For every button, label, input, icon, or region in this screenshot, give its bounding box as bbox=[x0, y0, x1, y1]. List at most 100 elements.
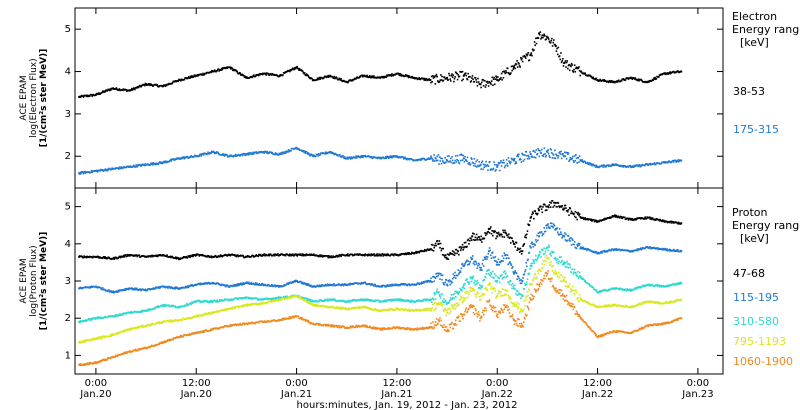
data-point bbox=[537, 207, 540, 210]
data-point bbox=[165, 161, 168, 164]
data-point bbox=[103, 316, 106, 319]
data-point bbox=[210, 299, 213, 302]
data-point bbox=[252, 255, 255, 257]
data-point bbox=[520, 250, 522, 252]
data-point bbox=[305, 150, 308, 153]
data-point bbox=[466, 77, 468, 80]
data-point bbox=[199, 301, 201, 303]
data-point bbox=[551, 45, 554, 47]
data-point bbox=[679, 70, 682, 73]
data-point bbox=[131, 312, 134, 314]
data-point bbox=[532, 245, 535, 248]
data-point bbox=[296, 280, 298, 282]
data-point bbox=[453, 251, 455, 253]
data-point bbox=[490, 273, 493, 275]
data-point bbox=[219, 254, 222, 256]
data-point bbox=[505, 159, 508, 161]
legend-entry: 38-53 bbox=[733, 85, 765, 98]
data-point bbox=[389, 254, 392, 256]
data-point bbox=[295, 279, 297, 282]
data-point bbox=[472, 164, 475, 167]
data-point bbox=[92, 337, 95, 340]
data-point bbox=[663, 161, 665, 163]
data-point bbox=[217, 152, 220, 155]
data-point bbox=[574, 70, 577, 73]
data-point bbox=[562, 152, 564, 155]
data-point bbox=[427, 248, 429, 250]
data-point bbox=[394, 299, 396, 302]
data-point bbox=[460, 247, 463, 250]
data-point bbox=[242, 282, 245, 284]
data-point bbox=[80, 172, 82, 175]
data-point bbox=[592, 163, 595, 166]
data-point bbox=[672, 221, 674, 223]
data-point bbox=[457, 74, 460, 76]
data-point bbox=[480, 86, 482, 89]
data-point bbox=[373, 300, 376, 303]
data-point bbox=[559, 153, 562, 155]
data-point bbox=[166, 254, 168, 256]
data-point bbox=[449, 280, 452, 282]
data-point bbox=[208, 153, 211, 155]
data-point bbox=[430, 301, 433, 303]
data-point bbox=[456, 154, 459, 157]
data-point bbox=[495, 237, 497, 240]
data-point bbox=[555, 153, 557, 155]
data-point bbox=[563, 261, 566, 264]
data-point bbox=[259, 253, 262, 256]
data-point bbox=[240, 297, 243, 299]
data-point bbox=[399, 298, 401, 301]
data-point bbox=[495, 232, 498, 234]
data-point bbox=[513, 271, 516, 274]
data-point bbox=[437, 243, 439, 246]
data-point bbox=[517, 290, 519, 292]
data-point bbox=[454, 155, 457, 157]
data-point bbox=[549, 252, 552, 255]
data-point bbox=[151, 254, 154, 257]
data-point bbox=[472, 238, 475, 241]
data-point bbox=[525, 53, 528, 56]
data-point bbox=[388, 157, 390, 160]
data-point bbox=[677, 249, 679, 251]
data-point bbox=[520, 58, 523, 61]
data-point bbox=[390, 75, 393, 77]
data-point bbox=[104, 90, 106, 93]
data-point bbox=[577, 67, 580, 69]
data-point bbox=[282, 151, 285, 153]
data-point bbox=[579, 159, 582, 161]
data-point bbox=[204, 282, 207, 284]
data-point bbox=[567, 152, 570, 154]
data-point bbox=[518, 292, 520, 294]
data-point bbox=[526, 278, 529, 281]
data-point bbox=[386, 155, 388, 158]
data-point bbox=[216, 299, 219, 301]
data-point bbox=[210, 71, 212, 74]
data-point bbox=[547, 149, 549, 151]
data-point bbox=[246, 255, 248, 258]
data-point bbox=[378, 285, 381, 288]
data-point bbox=[460, 267, 463, 270]
data-point bbox=[311, 79, 314, 82]
data-point bbox=[332, 152, 335, 155]
data-point bbox=[337, 255, 340, 258]
data-point bbox=[111, 314, 113, 317]
data-point bbox=[518, 62, 520, 65]
data-point bbox=[512, 302, 515, 305]
data-point bbox=[198, 155, 201, 157]
data-point bbox=[640, 165, 642, 168]
data-point bbox=[308, 299, 311, 302]
data-point bbox=[475, 261, 477, 263]
data-point bbox=[326, 284, 328, 287]
data-point bbox=[610, 249, 613, 252]
data-point bbox=[524, 154, 526, 157]
data-point bbox=[277, 296, 280, 298]
data-point bbox=[658, 76, 660, 78]
data-point bbox=[491, 76, 494, 79]
data-point bbox=[560, 150, 562, 153]
data-point bbox=[442, 301, 445, 303]
data-point bbox=[584, 217, 586, 219]
data-point bbox=[132, 88, 134, 90]
data-point bbox=[578, 276, 580, 278]
data-point bbox=[244, 255, 247, 258]
legend-title-line: [keV] bbox=[740, 36, 769, 49]
